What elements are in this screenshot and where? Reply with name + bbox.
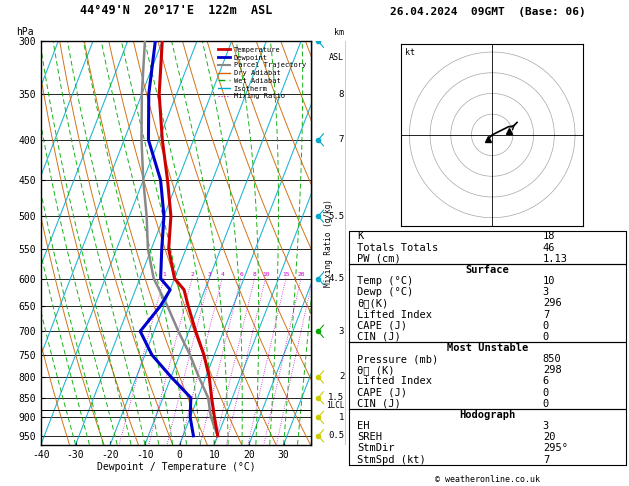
Text: 10: 10 xyxy=(262,272,269,278)
Text: 298: 298 xyxy=(543,365,562,375)
Text: CIN (J): CIN (J) xyxy=(357,332,401,342)
Text: 7: 7 xyxy=(543,454,549,465)
Text: 7: 7 xyxy=(543,310,549,319)
Text: 1.5: 1.5 xyxy=(328,393,344,402)
Text: 0: 0 xyxy=(543,321,549,330)
Text: 10: 10 xyxy=(543,276,555,286)
Text: CAPE (J): CAPE (J) xyxy=(357,321,408,330)
Text: EH: EH xyxy=(357,421,370,431)
Text: 0.5: 0.5 xyxy=(328,431,344,440)
Text: SREH: SREH xyxy=(357,432,382,442)
Text: Surface: Surface xyxy=(465,265,509,275)
Text: K: K xyxy=(357,231,364,242)
Text: 18: 18 xyxy=(543,231,555,242)
Text: 0: 0 xyxy=(543,399,549,409)
Text: 7: 7 xyxy=(339,135,344,144)
Text: 2: 2 xyxy=(191,272,194,278)
Text: hPa: hPa xyxy=(16,27,34,37)
Text: Hodograph: Hodograph xyxy=(459,410,516,420)
Text: StmSpd (kt): StmSpd (kt) xyxy=(357,454,426,465)
Text: 0: 0 xyxy=(543,332,549,342)
Text: Dewp (°C): Dewp (°C) xyxy=(357,287,414,297)
Text: Most Unstable: Most Unstable xyxy=(447,343,528,353)
Text: 1.13: 1.13 xyxy=(543,254,568,264)
Text: Pressure (mb): Pressure (mb) xyxy=(357,354,438,364)
Text: 4: 4 xyxy=(221,272,225,278)
Text: 8: 8 xyxy=(339,89,344,99)
Text: 2: 2 xyxy=(339,372,344,382)
Text: 1: 1 xyxy=(162,272,166,278)
Text: 1LCL: 1LCL xyxy=(326,400,344,410)
Text: 26.04.2024  09GMT  (Base: 06): 26.04.2024 09GMT (Base: 06) xyxy=(389,7,586,17)
Text: © weatheronline.co.uk: © weatheronline.co.uk xyxy=(435,474,540,484)
Text: θᴇ (K): θᴇ (K) xyxy=(357,365,395,375)
Text: Lifted Index: Lifted Index xyxy=(357,377,432,386)
Text: Temp (°C): Temp (°C) xyxy=(357,276,414,286)
Text: 850: 850 xyxy=(543,354,562,364)
Text: 5.5: 5.5 xyxy=(328,211,344,221)
Text: 0: 0 xyxy=(543,388,549,398)
Text: 6: 6 xyxy=(543,377,549,386)
Text: 6: 6 xyxy=(239,272,243,278)
Legend: Temperature, Dewpoint, Parcel Trajectory, Dry Adiabat, Wet Adiabat, Isotherm, Mi: Temperature, Dewpoint, Parcel Trajectory… xyxy=(216,45,308,102)
Text: 295°: 295° xyxy=(543,443,568,453)
Text: 15: 15 xyxy=(282,272,290,278)
Text: 3: 3 xyxy=(543,421,549,431)
Text: 3: 3 xyxy=(543,287,549,297)
Text: 44°49'N  20°17'E  122m  ASL: 44°49'N 20°17'E 122m ASL xyxy=(80,4,272,17)
Text: 1: 1 xyxy=(339,413,344,422)
Text: Mixing Ratio (g/kg): Mixing Ratio (g/kg) xyxy=(324,199,333,287)
Text: θᴀ(K): θᴀ(K) xyxy=(357,298,389,308)
Text: 20: 20 xyxy=(543,432,555,442)
Text: 20: 20 xyxy=(298,272,305,278)
Text: 3: 3 xyxy=(339,327,344,336)
Text: km: km xyxy=(334,28,344,37)
Text: PW (cm): PW (cm) xyxy=(357,254,401,264)
Text: 8: 8 xyxy=(253,272,257,278)
Text: CAPE (J): CAPE (J) xyxy=(357,388,408,398)
X-axis label: Dewpoint / Temperature (°C): Dewpoint / Temperature (°C) xyxy=(97,462,255,472)
Text: 46: 46 xyxy=(543,243,555,253)
Text: kt: kt xyxy=(405,48,415,57)
Text: 296: 296 xyxy=(543,298,562,308)
Text: StmDir: StmDir xyxy=(357,443,395,453)
Text: CIN (J): CIN (J) xyxy=(357,399,401,409)
Text: 3: 3 xyxy=(208,272,211,278)
Text: ASL: ASL xyxy=(329,53,344,62)
Text: Lifted Index: Lifted Index xyxy=(357,310,432,319)
Text: 4.5: 4.5 xyxy=(328,274,344,283)
Text: Totals Totals: Totals Totals xyxy=(357,243,438,253)
